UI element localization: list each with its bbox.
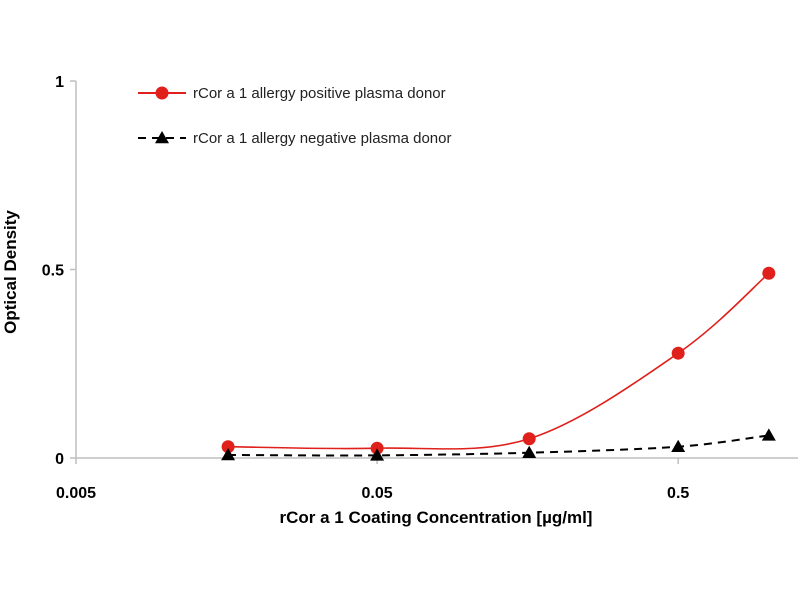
data-point [671, 439, 686, 452]
series-line [228, 272, 770, 450]
data-point [762, 266, 776, 280]
data-point [671, 346, 685, 360]
data-point [370, 448, 385, 461]
x-axis-title: rCor a 1 Coating Concentration [µg/ml] [280, 508, 593, 527]
legend-marker [155, 131, 169, 144]
legend-label: rCor a 1 allergy negative plasma donor [193, 130, 451, 147]
legend: rCor a 1 allergy positive plasma donor rC… [138, 85, 451, 147]
x-tick-label: 0.005 [56, 485, 96, 502]
legend-label: rCor a 1 allergy positive plasma donor [193, 85, 446, 102]
x-tick-label: 0.05 [362, 485, 393, 502]
legend-marker [155, 86, 169, 100]
data-point [522, 432, 536, 446]
y-tick-label: 1 [55, 74, 64, 91]
data-point [370, 441, 384, 455]
x-tick-label: 0.5 [667, 485, 689, 502]
legend-item-1: rCor a 1 allergy positive plasma donor [138, 85, 446, 102]
y-tick-label: 0.5 [42, 263, 64, 280]
y-tick-label: 0 [55, 451, 64, 468]
legend-item-2: rCor a 1 allergy negative plasma donor [138, 130, 451, 147]
axes: 0 0.5 1 0.005 0.05 0.5 [42, 74, 798, 502]
data-point [221, 447, 236, 461]
data-point [522, 445, 537, 458]
data-point [221, 440, 235, 454]
series-2 [221, 428, 776, 461]
series-1 [221, 266, 776, 455]
y-axis-title: Optical Density [1, 210, 20, 334]
series-line [228, 434, 769, 457]
data-point [761, 428, 776, 441]
series-layer [221, 266, 776, 461]
